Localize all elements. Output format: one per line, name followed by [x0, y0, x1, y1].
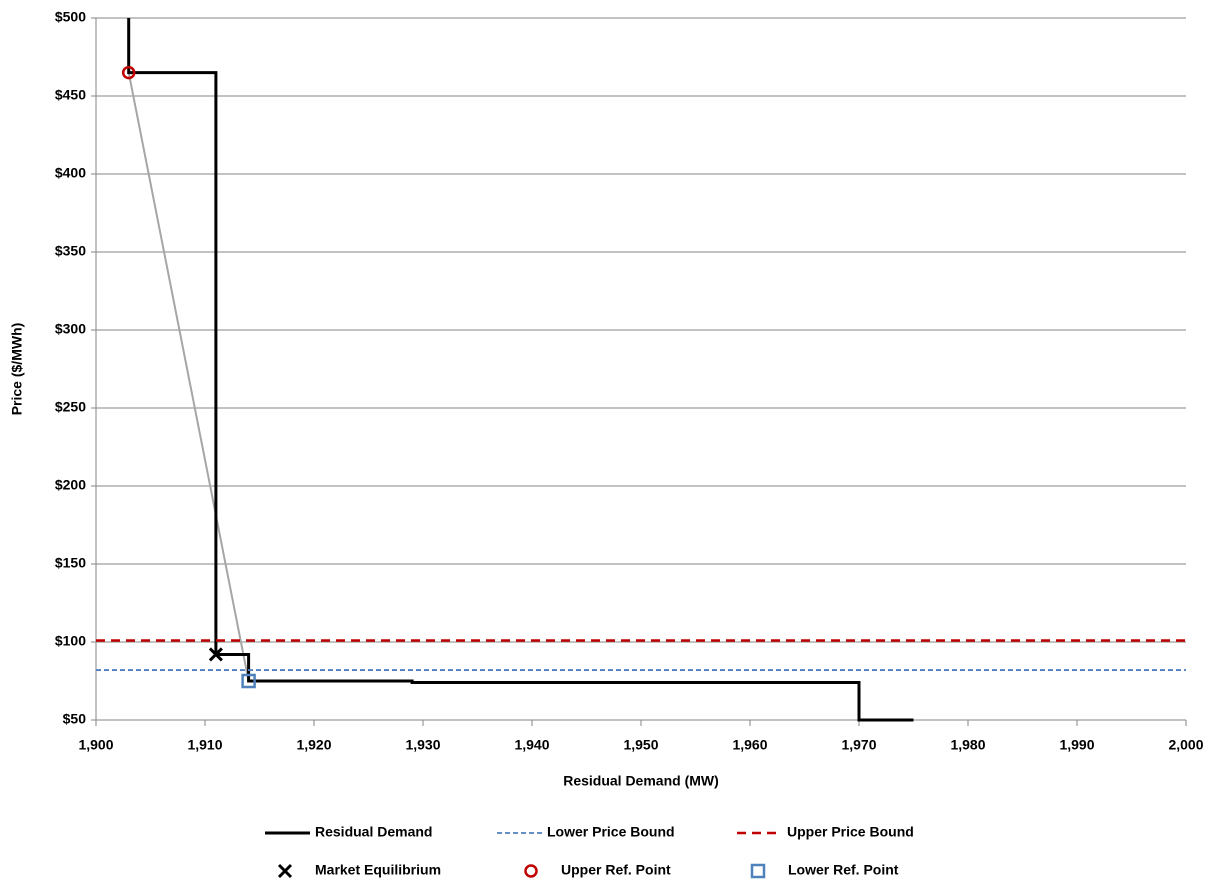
- legend-label: Upper Price Bound: [787, 824, 914, 840]
- marker-x-stroke: [208, 647, 223, 662]
- y-tick-label: $100: [55, 633, 86, 649]
- marker-x-stroke: [277, 863, 293, 879]
- legend-label: Lower Ref. Point: [788, 862, 899, 878]
- x-tick-label: 1,920: [296, 737, 331, 753]
- legend-item: Market Equilibrium: [277, 862, 441, 879]
- legend-item: Lower Price Bound: [497, 824, 675, 840]
- x-tick-label: 1,990: [1059, 737, 1094, 753]
- y-axis-label: Price ($/MWh): [9, 323, 25, 416]
- x-tick-label: 2,000: [1168, 737, 1203, 753]
- legend-item: Upper Ref. Point: [524, 862, 671, 878]
- y-tick-label: $200: [55, 477, 86, 493]
- legend-item: Lower Ref. Point: [750, 862, 899, 879]
- x-tick-label: 1,970: [841, 737, 876, 753]
- y-tick-label: $450: [55, 87, 86, 103]
- marker-x: [208, 647, 223, 662]
- marker-square: [241, 673, 256, 689]
- y-tick-label: $150: [55, 555, 86, 571]
- x-tick-label: 1,960: [732, 737, 767, 753]
- marker-circle: [524, 864, 538, 878]
- marker-x: [277, 863, 293, 879]
- legend-label: Residual Demand: [315, 824, 432, 840]
- marker-circle: [121, 65, 136, 80]
- y-tick-label: $350: [55, 243, 86, 259]
- x-tick-label: 1,940: [514, 737, 549, 753]
- marker-square: [750, 863, 766, 879]
- series-line: [127, 72, 250, 682]
- y-tick-label: $300: [55, 321, 86, 337]
- legend-item: Upper Price Bound: [737, 824, 914, 840]
- legend-item: Residual Demand: [265, 824, 432, 840]
- legend-label: Market Equilibrium: [315, 862, 441, 878]
- legend-label: Upper Ref. Point: [561, 862, 671, 878]
- x-tick-label: 1,950: [623, 737, 658, 753]
- x-tick-label: 1,980: [950, 737, 985, 753]
- x-tick-label: 1,900: [78, 737, 113, 753]
- series-line: [127, 18, 914, 722]
- x-tick-label: 1,910: [187, 737, 222, 753]
- x-axis-label: Residual Demand (MW): [563, 773, 719, 789]
- y-tick-label: $250: [55, 399, 86, 415]
- x-tick-label: 1,930: [405, 737, 440, 753]
- y-tick-label: $50: [63, 711, 87, 727]
- y-tick-label: $500: [55, 9, 86, 25]
- legend-label: Lower Price Bound: [547, 824, 675, 840]
- y-tick-label: $400: [55, 165, 86, 181]
